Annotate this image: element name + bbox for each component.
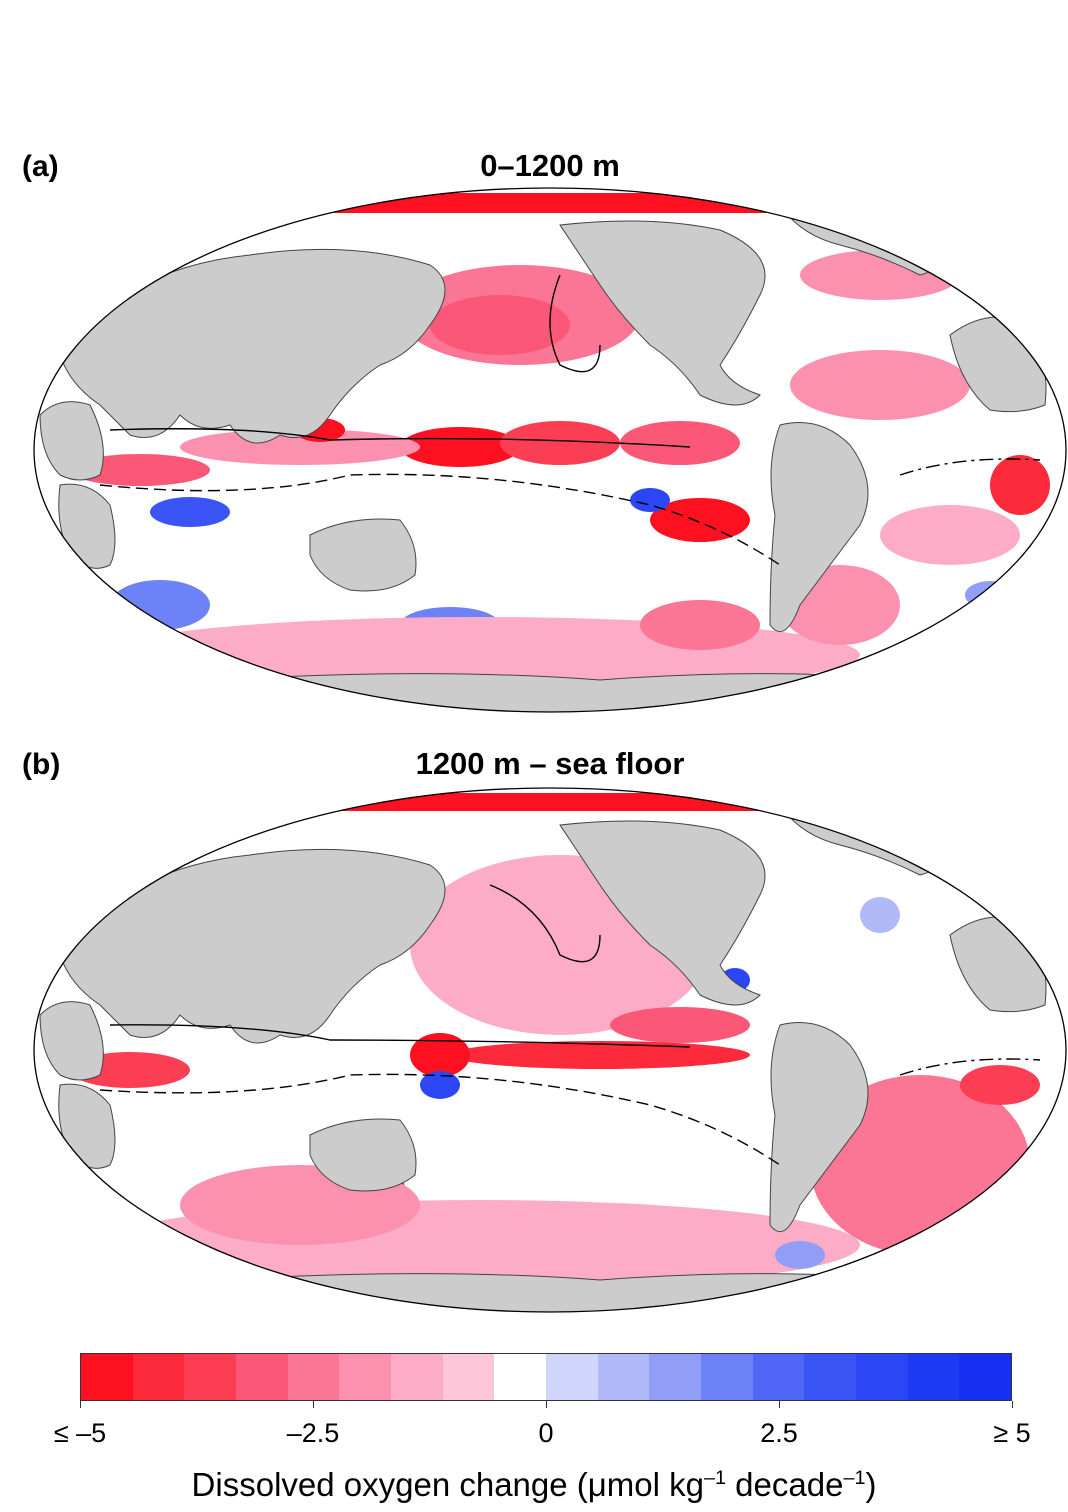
colorbar-tick-label: ≥ 5 (993, 1418, 1031, 1448)
colorbar-cell (907, 1354, 960, 1400)
land-b (39, 802, 1047, 1312)
colorbar-tick-mark (1012, 1401, 1013, 1408)
colorbar-cell (546, 1354, 598, 1400)
colorbar-cell (804, 1354, 857, 1400)
colorbar-tick-mark (779, 1401, 780, 1408)
colorbar-cell (752, 1354, 805, 1400)
panel-b-title: 1200 m – sea floor (415, 746, 685, 781)
oxygen-field-b (70, 793, 1040, 1290)
panel-b-label: (b) (22, 748, 61, 781)
colorbar-cell (649, 1354, 702, 1400)
colorbar-cell (701, 1354, 753, 1400)
contour-lines-b (99, 884, 1041, 1166)
colorbar-cell (236, 1354, 288, 1400)
panel-a-title: 0–1200 m (480, 148, 620, 183)
colorbar-cell (442, 1354, 495, 1400)
colorbar-cell (597, 1354, 650, 1400)
colorbar-tick-mark (313, 1401, 314, 1408)
colorbar-cell (287, 1354, 340, 1400)
colorbar-cell (494, 1354, 547, 1400)
colorbar-title: Dissolved oxygen change (μmol kg–1 decad… (0, 1466, 1068, 1504)
colorbar-cell (959, 1354, 1012, 1400)
colorbar-tick-label: –2.5 (286, 1418, 340, 1448)
colorbar-title-end: ) (865, 1466, 877, 1503)
contour-lines-a (99, 274, 1041, 566)
colorbar-tick-label: 0 (538, 1418, 554, 1448)
colorbar-cell (81, 1354, 133, 1400)
oxygen-field-a (70, 193, 1050, 693)
colorbar-title-mid: decade (726, 1466, 844, 1503)
colorbar-cell (132, 1354, 185, 1400)
colorbar-title-exp2: –1 (843, 1467, 866, 1489)
colorbar-cell (339, 1354, 392, 1400)
colorbar-tick-label: ≤ –5 (53, 1418, 107, 1448)
colorbar-tick-mark (546, 1401, 547, 1408)
colorbar-cell (391, 1354, 443, 1400)
map-panel-a (33, 187, 1067, 713)
colorbar-title-main: Dissolved oxygen change (μmol kg (191, 1466, 704, 1503)
colorbar-title-exp1: –1 (703, 1467, 726, 1489)
panel-a-label: (a) (22, 150, 59, 183)
colorbar (80, 1353, 1012, 1401)
colorbar-tick-mark (80, 1401, 81, 1408)
colorbar-tick-label: 2.5 (760, 1418, 798, 1448)
map-panel-b (33, 787, 1067, 1313)
colorbar-cell (856, 1354, 908, 1400)
colorbar-cell (184, 1354, 237, 1400)
